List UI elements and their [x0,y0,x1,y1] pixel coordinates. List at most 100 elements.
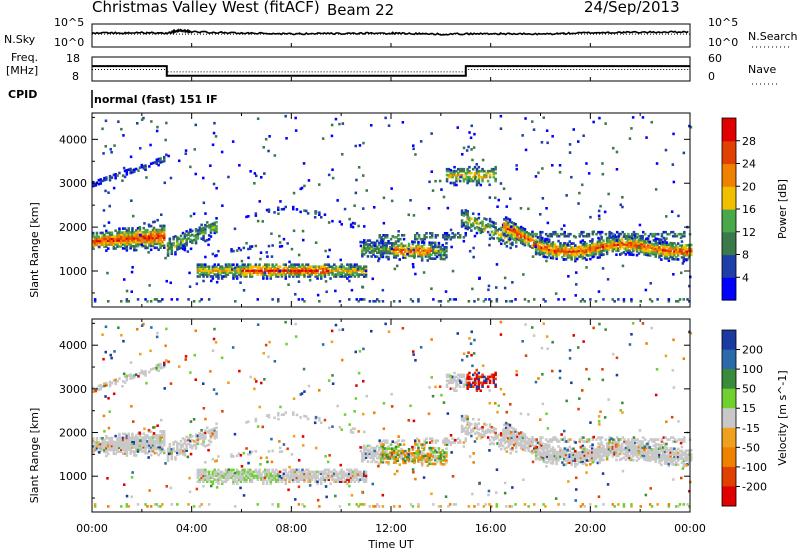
data-cell [648,246,652,249]
data-cell [338,267,342,270]
data-cell [228,265,231,268]
data-cell [310,271,314,274]
data-cell [202,476,205,480]
data-cell [394,252,398,255]
data-cell [93,447,97,450]
data-cell [468,218,471,222]
data-cell [490,236,494,239]
data-cell [144,242,147,246]
data-cell [430,448,433,452]
data-cell [479,227,482,231]
data-cell [127,442,130,445]
data-cell [591,232,595,236]
data-cell [114,235,117,238]
data-cell [445,379,449,383]
data-cell [376,245,379,249]
data-cell [220,480,224,483]
data-cell [101,385,104,388]
data-cell [660,240,663,244]
data-cell [159,224,162,228]
data-cell [123,247,127,250]
data-cell [228,269,231,272]
data-cell [542,255,545,258]
data-cell [386,234,389,237]
data-cell [409,254,413,258]
data-cell [303,470,306,474]
data-cell [196,434,200,438]
data-cell [191,446,194,450]
data-cell [377,452,381,456]
data-cell [549,252,553,256]
data-cell [396,246,400,249]
data-cell [536,453,540,456]
data-cell [601,162,604,165]
data-cell [280,450,284,453]
data-cell [549,242,553,246]
data-cell [265,470,269,474]
data-cell [336,273,340,276]
data-cell [498,433,501,436]
data-cell [455,389,458,392]
data-cell [582,242,586,246]
data-cell [472,179,475,183]
data-cell [492,442,495,446]
data-cell [155,445,158,449]
data-cell [555,456,558,460]
data-cell [445,253,448,257]
data-cell [640,234,643,238]
data-cell [570,461,573,464]
data-cell [338,273,342,276]
data-cell [275,474,278,478]
data-cell [209,164,212,167]
data-cell [239,269,243,272]
data-cell [540,444,543,447]
data-cell [483,432,486,436]
data-cell [525,240,528,244]
data-cell [215,220,218,224]
data-cell [473,165,477,169]
data-cell [354,191,358,195]
data-cell [424,458,428,461]
data-cell [652,247,656,250]
data-cell [564,250,568,253]
data-cell [473,432,477,435]
data-cell [466,383,469,387]
data-cell [144,370,147,373]
data-cell [531,436,534,439]
data-cell [97,446,101,450]
data-cell [116,450,119,454]
data-cell [578,232,581,236]
data-cell [531,451,534,455]
data-cell [138,242,142,246]
data-cell [591,243,594,247]
data-cell [475,163,478,166]
data-cell [510,440,514,443]
data-cell [155,434,158,437]
data-cell [138,166,142,169]
data-cell [207,243,210,247]
data-cell [534,252,538,256]
data-cell [135,233,138,236]
data-cell [368,300,372,303]
data-cell [202,478,205,481]
data-cell [156,218,159,222]
data-cell [226,267,230,270]
data-cell [483,229,486,232]
data-cell [166,459,170,462]
data-cell [490,375,494,379]
data-cell [209,235,213,238]
data-cell [483,434,486,438]
data-cell [598,238,601,241]
data-cell [559,449,562,452]
data-cell [249,476,252,480]
data-cell [249,170,252,173]
data-cell [553,245,557,248]
data-cell [602,249,605,252]
data-cell [559,455,562,458]
data-cell [217,271,220,274]
data-cell [384,116,387,120]
data-cell [155,228,158,232]
data-cell [479,231,482,235]
data-cell [381,249,385,253]
data-cell [617,234,621,238]
